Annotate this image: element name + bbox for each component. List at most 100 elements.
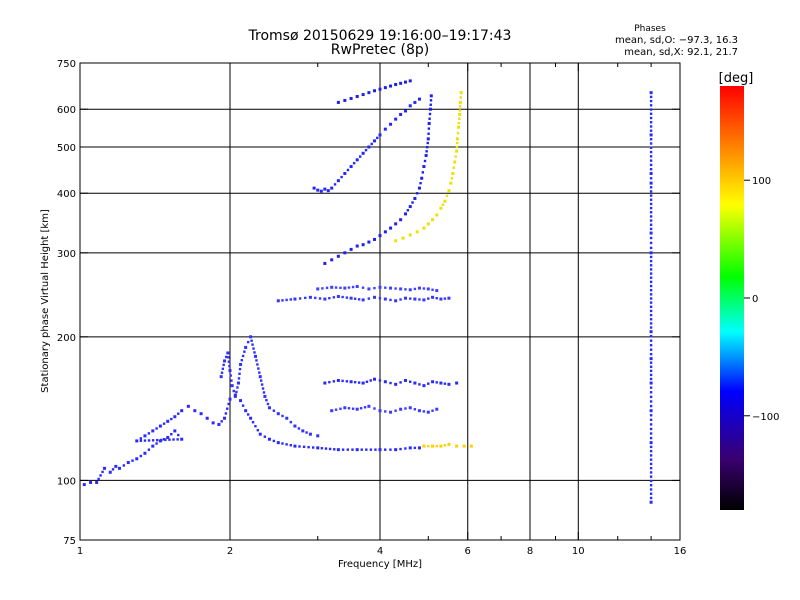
echo-point (417, 446, 421, 450)
echo-point (103, 466, 107, 470)
echo-point (252, 347, 255, 350)
echo-point (427, 132, 430, 135)
echo-point (427, 297, 430, 300)
echo-point (422, 384, 426, 388)
echo-point (246, 413, 250, 416)
echo-point (155, 442, 158, 445)
echo-point (211, 421, 215, 425)
echo-point (469, 444, 473, 448)
echo-point (417, 97, 421, 101)
echo-point (357, 298, 361, 301)
y-axis-ticks: 75 100 200 300 400 500 600 750 (57, 59, 680, 547)
echo-point (158, 424, 162, 428)
echo-point (355, 448, 359, 452)
echo-point (241, 354, 245, 358)
echo-point (426, 137, 430, 141)
echo-point (404, 288, 407, 291)
echo-point (431, 288, 434, 291)
echo-point (403, 212, 407, 216)
echo-point (253, 354, 257, 358)
echo-point (413, 297, 417, 301)
echo-point (408, 233, 412, 237)
grid-lines (80, 63, 680, 540)
echo-point (336, 100, 340, 104)
echo-point (305, 431, 308, 434)
echo-point (254, 425, 257, 428)
echo-point (399, 81, 403, 85)
echo-point (361, 286, 365, 289)
echo-point (373, 139, 377, 143)
echo-point (450, 177, 454, 180)
echo-point (99, 474, 102, 477)
echo-point (285, 298, 288, 302)
echo-point (343, 286, 347, 290)
echo-point (323, 261, 327, 265)
echo-point (649, 348, 653, 351)
echo-point (232, 389, 235, 393)
echo-point (458, 117, 461, 120)
echo-point (172, 438, 175, 441)
echo-point (649, 297, 653, 300)
echo-point (426, 141, 429, 145)
echo-point (298, 297, 302, 300)
echo-point (649, 381, 653, 385)
echo-point (649, 432, 653, 435)
colorbar-tick-label: 0 (752, 294, 758, 305)
echo-point (323, 187, 327, 191)
echo-point (649, 326, 653, 329)
echo-point (361, 298, 365, 302)
echo-point (170, 433, 173, 436)
echo-point (341, 379, 344, 383)
echo-point (361, 381, 365, 385)
echo-point (139, 454, 143, 458)
echo-point (649, 133, 653, 137)
echo-point (319, 189, 323, 193)
echo-point (349, 247, 353, 251)
echo-point (238, 367, 242, 371)
echo-point (251, 421, 255, 424)
echo-point (302, 445, 306, 449)
echo-point (258, 432, 262, 436)
echo-point (297, 427, 301, 430)
echo-point (649, 377, 653, 381)
echo-point (403, 109, 407, 113)
echo-point (341, 295, 344, 299)
echo-point (408, 380, 412, 383)
echo-point (428, 117, 431, 120)
echo-point (389, 410, 393, 414)
echo-point (408, 205, 412, 209)
echo-points (82, 79, 653, 504)
echo-point (458, 109, 462, 112)
echo-point (422, 444, 426, 448)
echo-point (399, 218, 403, 222)
echo-point (330, 186, 334, 190)
echo-point (649, 414, 653, 417)
echo-point (449, 181, 453, 185)
echo-point (649, 223, 653, 226)
echo-point (374, 448, 377, 451)
echo-point (413, 446, 417, 450)
echo-point (367, 404, 371, 408)
echo-point (131, 459, 134, 462)
echo-point (431, 295, 435, 299)
echo-point (233, 394, 237, 398)
echo-point (122, 464, 126, 467)
echo-point (340, 175, 343, 179)
colorbar-tick-label: 100 (752, 176, 771, 187)
echo-point (459, 91, 463, 95)
echo-point (649, 155, 653, 158)
chart-title: Tromsø 20150629 19:16:00–19:17:43 (248, 28, 512, 44)
echo-point (408, 446, 412, 450)
echo-point (230, 384, 234, 388)
echo-point (649, 206, 653, 210)
echo-point (649, 219, 653, 222)
colorbar-tick-label: −100 (752, 412, 779, 423)
echo-point (649, 159, 653, 162)
echo-point (258, 371, 261, 374)
echo-point (336, 448, 340, 452)
echo-point (649, 404, 653, 408)
echo-point (406, 209, 410, 212)
echo-point (108, 470, 112, 474)
echo-point (431, 444, 435, 448)
echo-point (367, 145, 371, 149)
